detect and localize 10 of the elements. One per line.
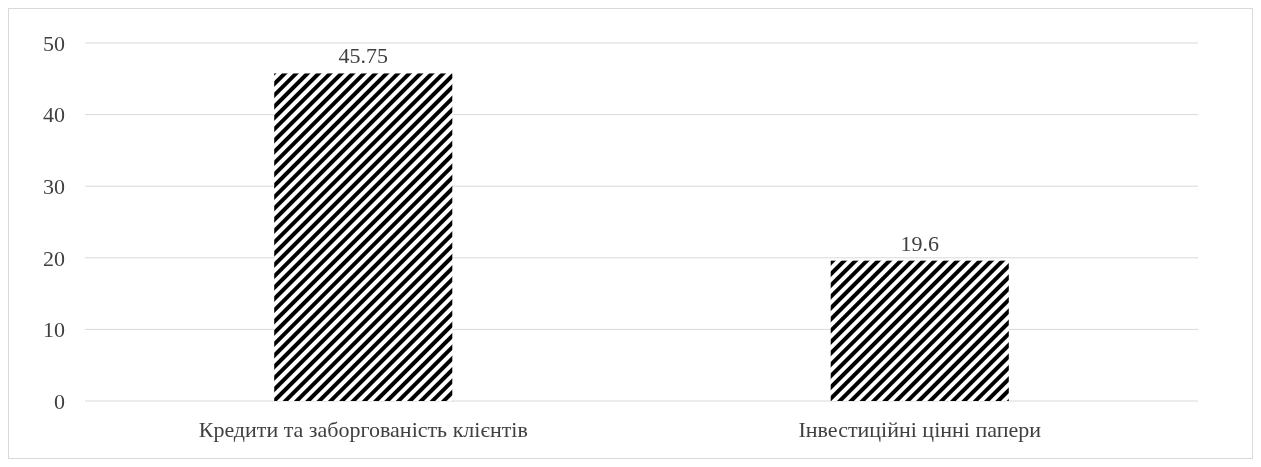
data-label: 19.6: [900, 230, 939, 256]
x-tick-label: Кредити та заборгованість клієнтів: [198, 417, 528, 442]
data-label: 45.75: [338, 43, 388, 69]
y-tick-label: 30: [43, 173, 65, 199]
y-tick-label: 20: [43, 245, 65, 271]
y-tick-label: 40: [43, 102, 65, 128]
y-tick-label: 10: [43, 317, 65, 343]
x-tick-label: Інвестиційні цінні папери: [798, 417, 1042, 442]
y-tick-label: 0: [54, 388, 65, 414]
y-tick-label: 50: [43, 30, 65, 56]
